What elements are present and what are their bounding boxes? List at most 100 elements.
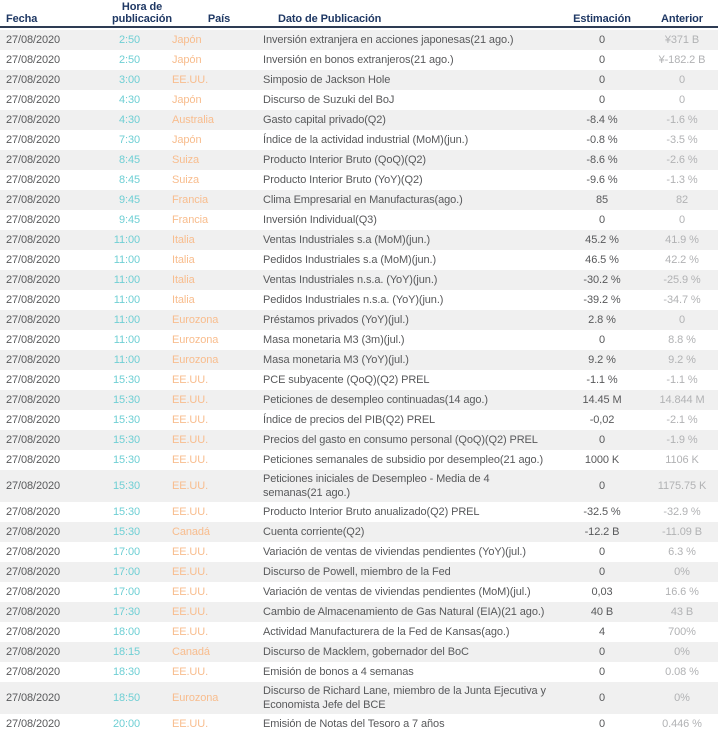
table-row[interactable]: 27/08/2020 2:50 Japón Inversión en bonos… xyxy=(0,50,718,70)
table-row[interactable]: 27/08/2020 9:45 Francia Clima Empresaria… xyxy=(0,190,718,210)
table-row[interactable]: 27/08/2020 17:30 EE.UU. Cambio de Almace… xyxy=(0,602,718,622)
table-row[interactable]: 27/08/2020 18:15 Canadá Discurso de Mack… xyxy=(0,642,718,662)
table-row[interactable]: 27/08/2020 17:00 EE.UU. Variación de ven… xyxy=(0,582,718,602)
cell-estimate: 45.2 % xyxy=(585,233,619,246)
cell-country: Eurozona xyxy=(172,353,219,366)
cell-previous: -25.9 % xyxy=(663,273,701,286)
table-row[interactable]: 27/08/2020 11:00 Eurozona Masa monetaria… xyxy=(0,350,718,370)
cell-event: Discurso de Macklem, gobernador del BoC xyxy=(263,646,469,658)
cell-time: 18:00 xyxy=(112,625,140,638)
table-row[interactable]: 27/08/2020 8:45 Suiza Producto Interior … xyxy=(0,150,718,170)
table-row[interactable]: 27/08/2020 15:30 EE.UU. Índice de precio… xyxy=(0,410,718,430)
cell-time: 18:30 xyxy=(112,665,140,678)
cell-date: 27/08/2020 xyxy=(6,625,61,638)
cell-event: Cambio de Almacenamiento de Gas Natural … xyxy=(263,606,545,618)
cell-previous: 0% xyxy=(674,691,690,704)
table-row[interactable]: 27/08/2020 20:00 EE.UU. Emisión de Notas… xyxy=(0,714,718,734)
table-row[interactable]: 27/08/2020 15:30 EE.UU. PCE subyacente (… xyxy=(0,370,718,390)
table-row[interactable]: 27/08/2020 11:00 Eurozona Préstamos priv… xyxy=(0,310,718,330)
table-row[interactable]: 27/08/2020 15:30 EE.UU. Peticiones seman… xyxy=(0,450,718,470)
cell-time: 7:30 xyxy=(118,133,140,146)
cell-country: EE.UU. xyxy=(172,545,209,558)
cell-estimate: 0 xyxy=(598,93,606,106)
cell-previous: 41.9 % xyxy=(665,233,699,246)
cell-country: Japón xyxy=(172,33,202,46)
table-row[interactable]: 27/08/2020 15:30 EE.UU. Producto Interio… xyxy=(0,502,718,522)
cell-country: Italia xyxy=(172,293,195,306)
table-row[interactable]: 27/08/2020 4:30 Japón Discurso de Suzuki… xyxy=(0,90,718,110)
cell-date: 27/08/2020 xyxy=(6,665,61,678)
cell-previous: 43 B xyxy=(670,605,694,618)
cell-time: 9:45 xyxy=(118,193,140,206)
table-row[interactable]: 27/08/2020 17:00 EE.UU. Discurso de Powe… xyxy=(0,562,718,582)
cell-country: Eurozona xyxy=(172,333,219,346)
cell-estimate: -12.2 B xyxy=(584,525,620,538)
table-row[interactable]: 27/08/2020 11:00 Italia Ventas Industria… xyxy=(0,270,718,290)
cell-time: 15:30 xyxy=(112,453,140,466)
cell-country: Suiza xyxy=(172,153,200,166)
cell-time: 15:30 xyxy=(112,525,140,538)
cell-event: Discurso de Richard Lane, miembro de la … xyxy=(263,685,546,711)
cell-country: EE.UU. xyxy=(172,717,209,730)
cell-country: Suiza xyxy=(172,173,200,186)
table-row[interactable]: 27/08/2020 3:00 EE.UU. Simposio de Jacks… xyxy=(0,70,718,90)
cell-estimate: 0 xyxy=(598,53,606,66)
cell-previous: 0% xyxy=(674,645,690,658)
table-row[interactable]: 27/08/2020 17:00 EE.UU. Variación de ven… xyxy=(0,542,718,562)
table-row[interactable]: 27/08/2020 18:30 EE.UU. Emisión de bonos… xyxy=(0,662,718,682)
cell-estimate: -0.8 % xyxy=(586,133,618,146)
table-row[interactable]: 27/08/2020 15:30 EE.UU. Peticiones de de… xyxy=(0,390,718,410)
cell-previous: -32.9 % xyxy=(663,505,701,518)
cell-country: Italia xyxy=(172,233,195,246)
cell-date: 27/08/2020 xyxy=(6,691,61,704)
cell-event: Masa monetaria M3 (3m)(jul.) xyxy=(263,334,405,346)
cell-previous: 0 xyxy=(678,313,686,326)
cell-event: Peticiones semanales de subsidio por des… xyxy=(263,454,544,466)
table-row[interactable]: 27/08/2020 11:00 Eurozona Masa monetaria… xyxy=(0,330,718,350)
cell-previous: 16.6 % xyxy=(665,585,699,598)
cell-event: Discurso de Suzuki del BoJ xyxy=(263,94,395,106)
cell-date: 27/08/2020 xyxy=(6,505,61,518)
cell-previous: -34.7 % xyxy=(663,293,701,306)
cell-previous: 1175.75 K xyxy=(657,479,707,492)
cell-time: 11:00 xyxy=(113,353,140,366)
cell-country: Japón xyxy=(172,93,202,106)
cell-estimate: -8.6 % xyxy=(586,153,618,166)
cell-estimate: 0 xyxy=(598,565,606,578)
cell-time: 15:30 xyxy=(112,505,140,518)
cell-time: 11:00 xyxy=(113,273,140,286)
cell-previous: -1.9 % xyxy=(666,433,698,446)
cell-previous: 700% xyxy=(668,625,696,638)
cell-estimate: 0 xyxy=(598,33,606,46)
cell-date: 27/08/2020 xyxy=(6,113,61,126)
cell-date: 27/08/2020 xyxy=(6,373,61,386)
table-body: 27/08/2020 2:50 Japón Inversión extranje… xyxy=(0,30,718,734)
cell-previous: 42.2 % xyxy=(665,253,699,266)
table-row[interactable]: 27/08/2020 7:30 Japón Índice de la activ… xyxy=(0,130,718,150)
cell-previous: -2.6 % xyxy=(666,153,698,166)
cell-date: 27/08/2020 xyxy=(6,353,61,366)
table-row[interactable]: 27/08/2020 2:50 Japón Inversión extranje… xyxy=(0,30,718,50)
cell-country: Italia xyxy=(172,273,195,286)
table-row[interactable]: 27/08/2020 8:45 Suiza Producto Interior … xyxy=(0,170,718,190)
table-row[interactable]: 27/08/2020 11:00 Italia Ventas Industria… xyxy=(0,230,718,250)
table-row[interactable]: 27/08/2020 15:30 EE.UU. Precios del gast… xyxy=(0,430,718,450)
cell-estimate: 2.8 % xyxy=(588,313,616,326)
table-row[interactable]: 27/08/2020 9:45 Francia Inversión Indivi… xyxy=(0,210,718,230)
table-row[interactable]: 27/08/2020 11:00 Italia Pedidos Industri… xyxy=(0,250,718,270)
table-row[interactable]: 27/08/2020 18:50 Eurozona Discurso de Ri… xyxy=(0,682,718,714)
cell-event: Discurso de Powell, miembro de la Fed xyxy=(263,566,451,578)
table-header: Fecha Hora de publicación País Dato de P… xyxy=(0,0,718,28)
cell-event: Índice de precios del PIB(Q2) PREL xyxy=(263,414,436,426)
table-row[interactable]: 27/08/2020 18:00 EE.UU. Actividad Manufa… xyxy=(0,622,718,642)
table-row[interactable]: 27/08/2020 4:30 Australia Gasto capital … xyxy=(0,110,718,130)
table-row[interactable]: 27/08/2020 15:30 EE.UU. Peticiones inici… xyxy=(0,470,718,502)
cell-date: 27/08/2020 xyxy=(6,233,61,246)
table-row[interactable]: 27/08/2020 11:00 Italia Pedidos Industri… xyxy=(0,290,718,310)
cell-date: 27/08/2020 xyxy=(6,93,61,106)
cell-date: 27/08/2020 xyxy=(6,293,61,306)
cell-country: Italia xyxy=(172,253,195,266)
cell-country: Japón xyxy=(172,53,202,66)
table-row[interactable]: 27/08/2020 15:30 Canadá Cuenta corriente… xyxy=(0,522,718,542)
cell-date: 27/08/2020 xyxy=(6,313,61,326)
